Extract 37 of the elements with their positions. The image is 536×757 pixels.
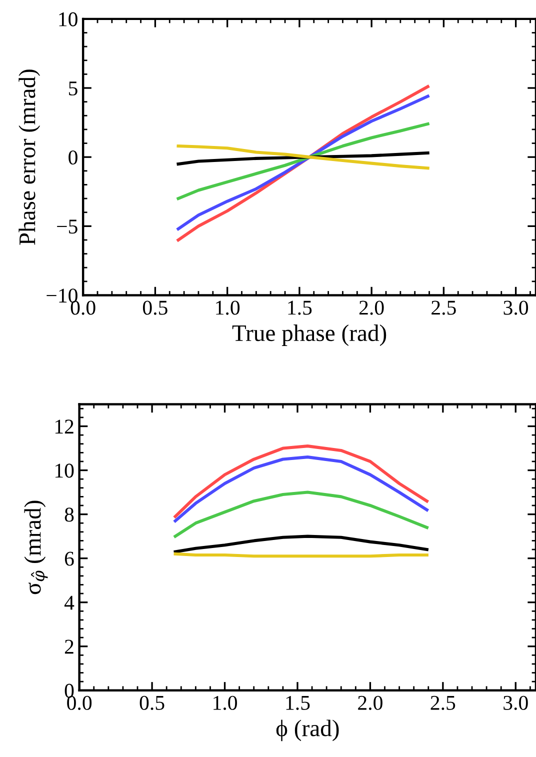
x-axis-title: ϕ (rad) [276,720,339,742]
line-series [174,534,428,554]
x-tick-label: 2.0 [359,300,384,315]
y-tick-label: 0 [64,684,74,698]
y-tick-label: −10 [46,288,78,303]
y-axis-title: Phase error (mrad) [18,70,40,245]
x-tick-label: 3.0 [504,696,528,710]
x-axis-title: True phase (rad) [232,324,386,346]
y-tick-label: 2 [64,640,74,654]
line-series [176,122,430,200]
y-tick-label: −5 [57,220,78,234]
x-tick-label: 1.5 [288,300,312,315]
line-series [174,444,428,518]
line-series [176,144,430,170]
x-tick-label: 3.0 [504,300,528,315]
x-tick-label: 2.5 [432,300,456,315]
y-tick-label: 6 [64,552,74,566]
y-tick-label: 4 [64,596,74,610]
x-tick-label: 0.5 [140,696,164,710]
x-tick-label: 2.0 [358,696,382,710]
x-tick-label: 0.0 [67,696,92,710]
y-tick-label: 0 [68,150,78,165]
line-series [174,456,428,522]
y-tick-label: 10 [59,12,78,26]
y-tick-label: 5 [69,82,78,96]
x-tick-label: 1.0 [214,696,237,710]
line-series [176,151,430,166]
x-tick-label: 0.0 [70,300,96,315]
x-tick-label: 2.5 [430,696,456,710]
x-tick-label: 1.5 [286,696,310,710]
x-tick-label: 0.5 [142,300,168,315]
y-tick-label: 8 [64,508,74,522]
y-axis-title: σ$_{φ̂}$ (mrad) [24,500,48,594]
x-tick-label: 1.0 [216,300,240,315]
y-tick-label: 12 [55,420,74,434]
line-series [174,490,428,538]
y-tick-label: 10 [55,464,74,478]
